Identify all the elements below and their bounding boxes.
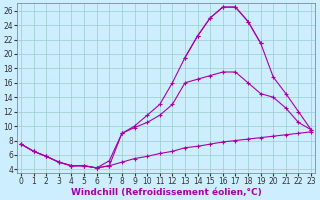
X-axis label: Windchill (Refroidissement éolien,°C): Windchill (Refroidissement éolien,°C)	[71, 188, 261, 197]
